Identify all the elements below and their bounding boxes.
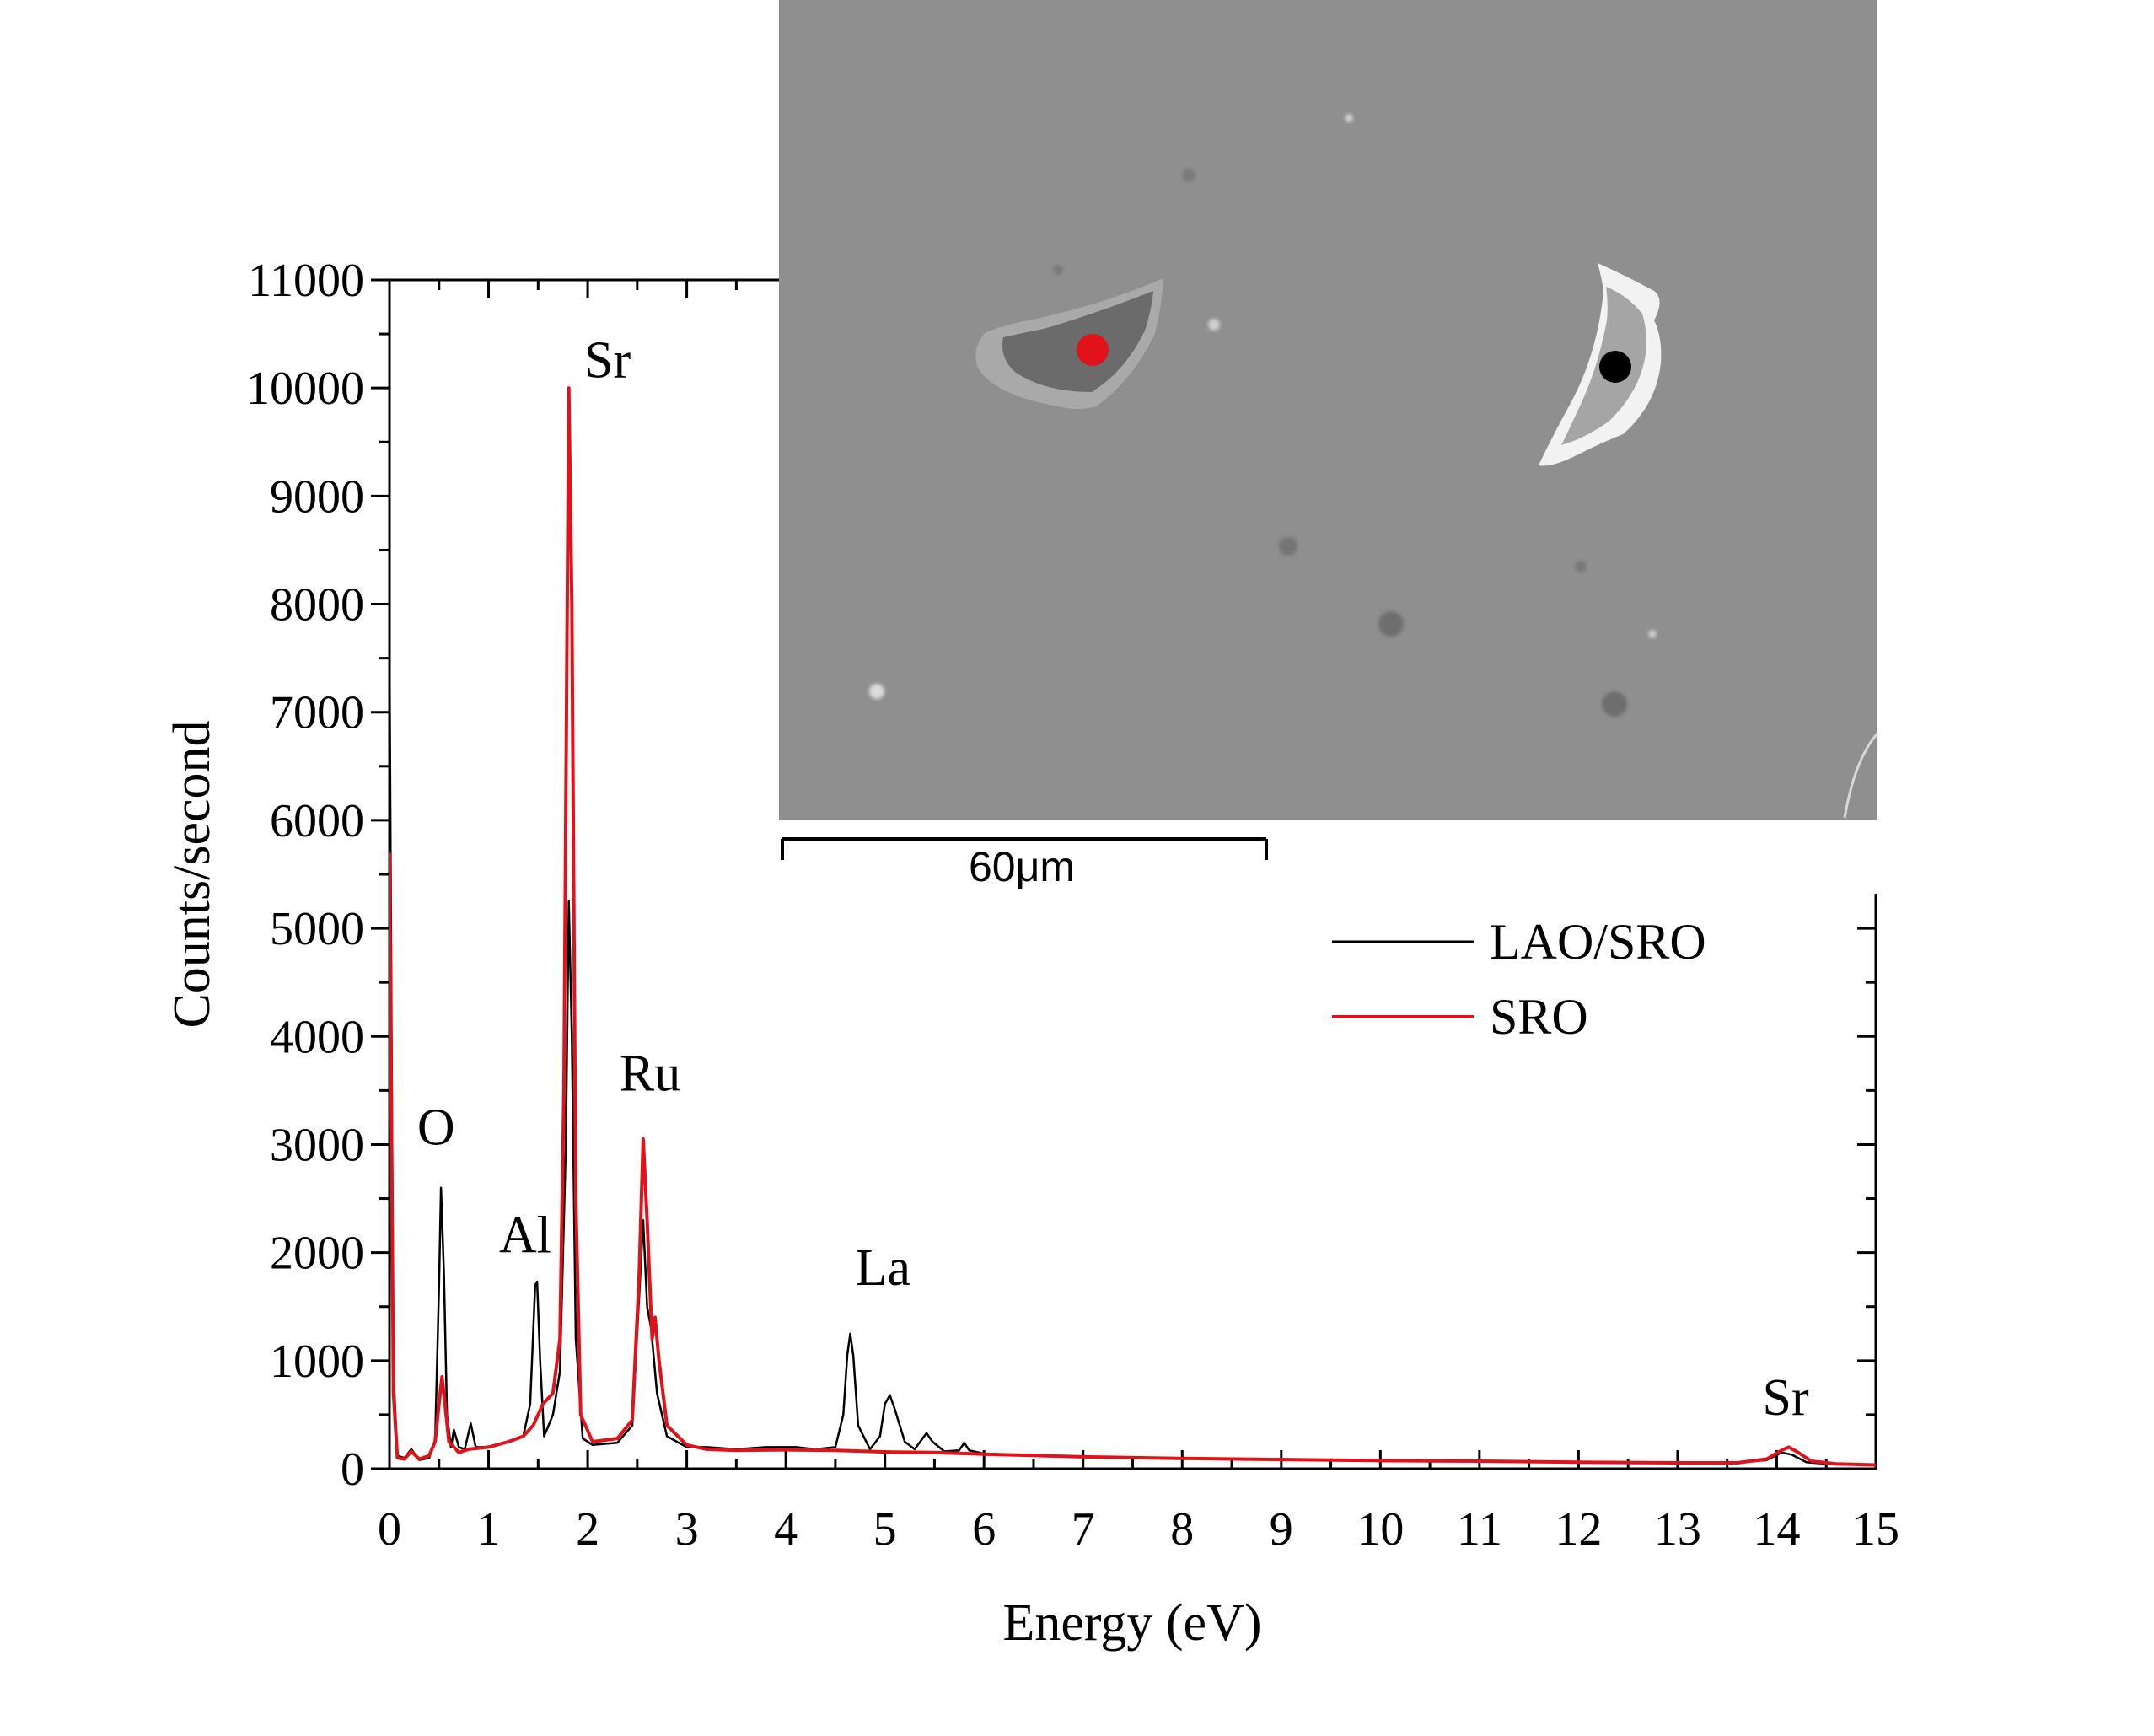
y-tick-label: 0 bbox=[341, 1443, 364, 1496]
legend-label-sro: SRO bbox=[1490, 989, 1588, 1045]
sem-inset: 60μm bbox=[779, 0, 1880, 894]
x-tick-label: 5 bbox=[873, 1503, 897, 1556]
x-tick-label: 9 bbox=[1270, 1503, 1293, 1556]
y-tick-label: 7000 bbox=[270, 687, 364, 739]
x-tick-label: 15 bbox=[1852, 1503, 1899, 1556]
peak-label: Sr bbox=[1762, 1369, 1808, 1427]
x-axis-label: Energy (eV) bbox=[1002, 1594, 1261, 1652]
sem-speck bbox=[1053, 265, 1063, 275]
y-tick-label: 1000 bbox=[270, 1336, 364, 1388]
marker-red-spot bbox=[1077, 334, 1109, 366]
y-tick-labels: 0 1000 2000 3000 4000 5000 6000 7000 8000 9000 100… bbox=[246, 255, 364, 1496]
sem-speck bbox=[1602, 691, 1627, 717]
y-tick-label: 3000 bbox=[270, 1119, 364, 1171]
sem-speck bbox=[1345, 114, 1353, 122]
y-tick-label: 10000 bbox=[246, 363, 364, 415]
sem-image bbox=[779, 0, 1877, 820]
x-tick-label: 14 bbox=[1753, 1503, 1800, 1556]
x-tick-label: 3 bbox=[675, 1503, 699, 1556]
x-tick-label: 6 bbox=[972, 1503, 996, 1556]
x-tick-label: 1 bbox=[477, 1503, 501, 1556]
series-line-sro bbox=[389, 386, 1876, 1467]
sem-scratch bbox=[1843, 732, 1879, 819]
peak-label: O bbox=[417, 1099, 455, 1156]
x-tick-label: 2 bbox=[576, 1503, 599, 1556]
legend: LAO/SRO SRO bbox=[1332, 914, 1706, 1045]
sem-flake-dark-core bbox=[1002, 291, 1153, 392]
x-tick-label: 11 bbox=[1457, 1503, 1502, 1556]
peak-annotations: O Al Sr Ru La Sr bbox=[417, 331, 1809, 1427]
y-axis-label: Counts/second bbox=[164, 720, 221, 1028]
peak-label: Ru bbox=[620, 1045, 680, 1102]
y-tick-label: 2000 bbox=[270, 1228, 364, 1280]
peak-label: Al bbox=[499, 1207, 551, 1265]
y-tick-label: 5000 bbox=[270, 903, 364, 955]
x-tick-label: 10 bbox=[1356, 1503, 1404, 1556]
y-tick-label: 11000 bbox=[248, 255, 364, 307]
marker-black-spot bbox=[1599, 351, 1631, 383]
sem-speck bbox=[1378, 611, 1404, 637]
scale-bar-label: 60μm bbox=[969, 843, 1075, 890]
x-tick-labels: 0 1 2 3 4 5 6 7 8 9 10 11 12 13 14 15 bbox=[378, 1503, 1899, 1556]
peak-label: Sr bbox=[584, 331, 631, 389]
sem-speck bbox=[1182, 169, 1195, 182]
sem-speck bbox=[1575, 561, 1587, 572]
x-tick-label: 0 bbox=[378, 1503, 401, 1556]
y-tick-label: 4000 bbox=[270, 1011, 364, 1063]
x-tick-label: 12 bbox=[1555, 1503, 1602, 1556]
scale-bar bbox=[781, 837, 1268, 860]
peak-label: La bbox=[856, 1239, 910, 1297]
sem-speck bbox=[1648, 630, 1657, 638]
sem-speck bbox=[1279, 537, 1297, 556]
legend-label-lao-sro: LAO/SRO bbox=[1490, 914, 1706, 970]
x-tick-label: 4 bbox=[774, 1503, 798, 1556]
x-tick-label: 8 bbox=[1170, 1503, 1194, 1556]
y-tick-label: 8000 bbox=[270, 579, 364, 632]
x-tick-label: 13 bbox=[1654, 1503, 1701, 1556]
y-tick-label: 6000 bbox=[270, 795, 364, 847]
sem-speck bbox=[869, 684, 884, 699]
x-tick-label: 7 bbox=[1072, 1503, 1095, 1556]
y-tick-label: 9000 bbox=[270, 470, 364, 523]
sem-speck bbox=[1208, 319, 1220, 331]
